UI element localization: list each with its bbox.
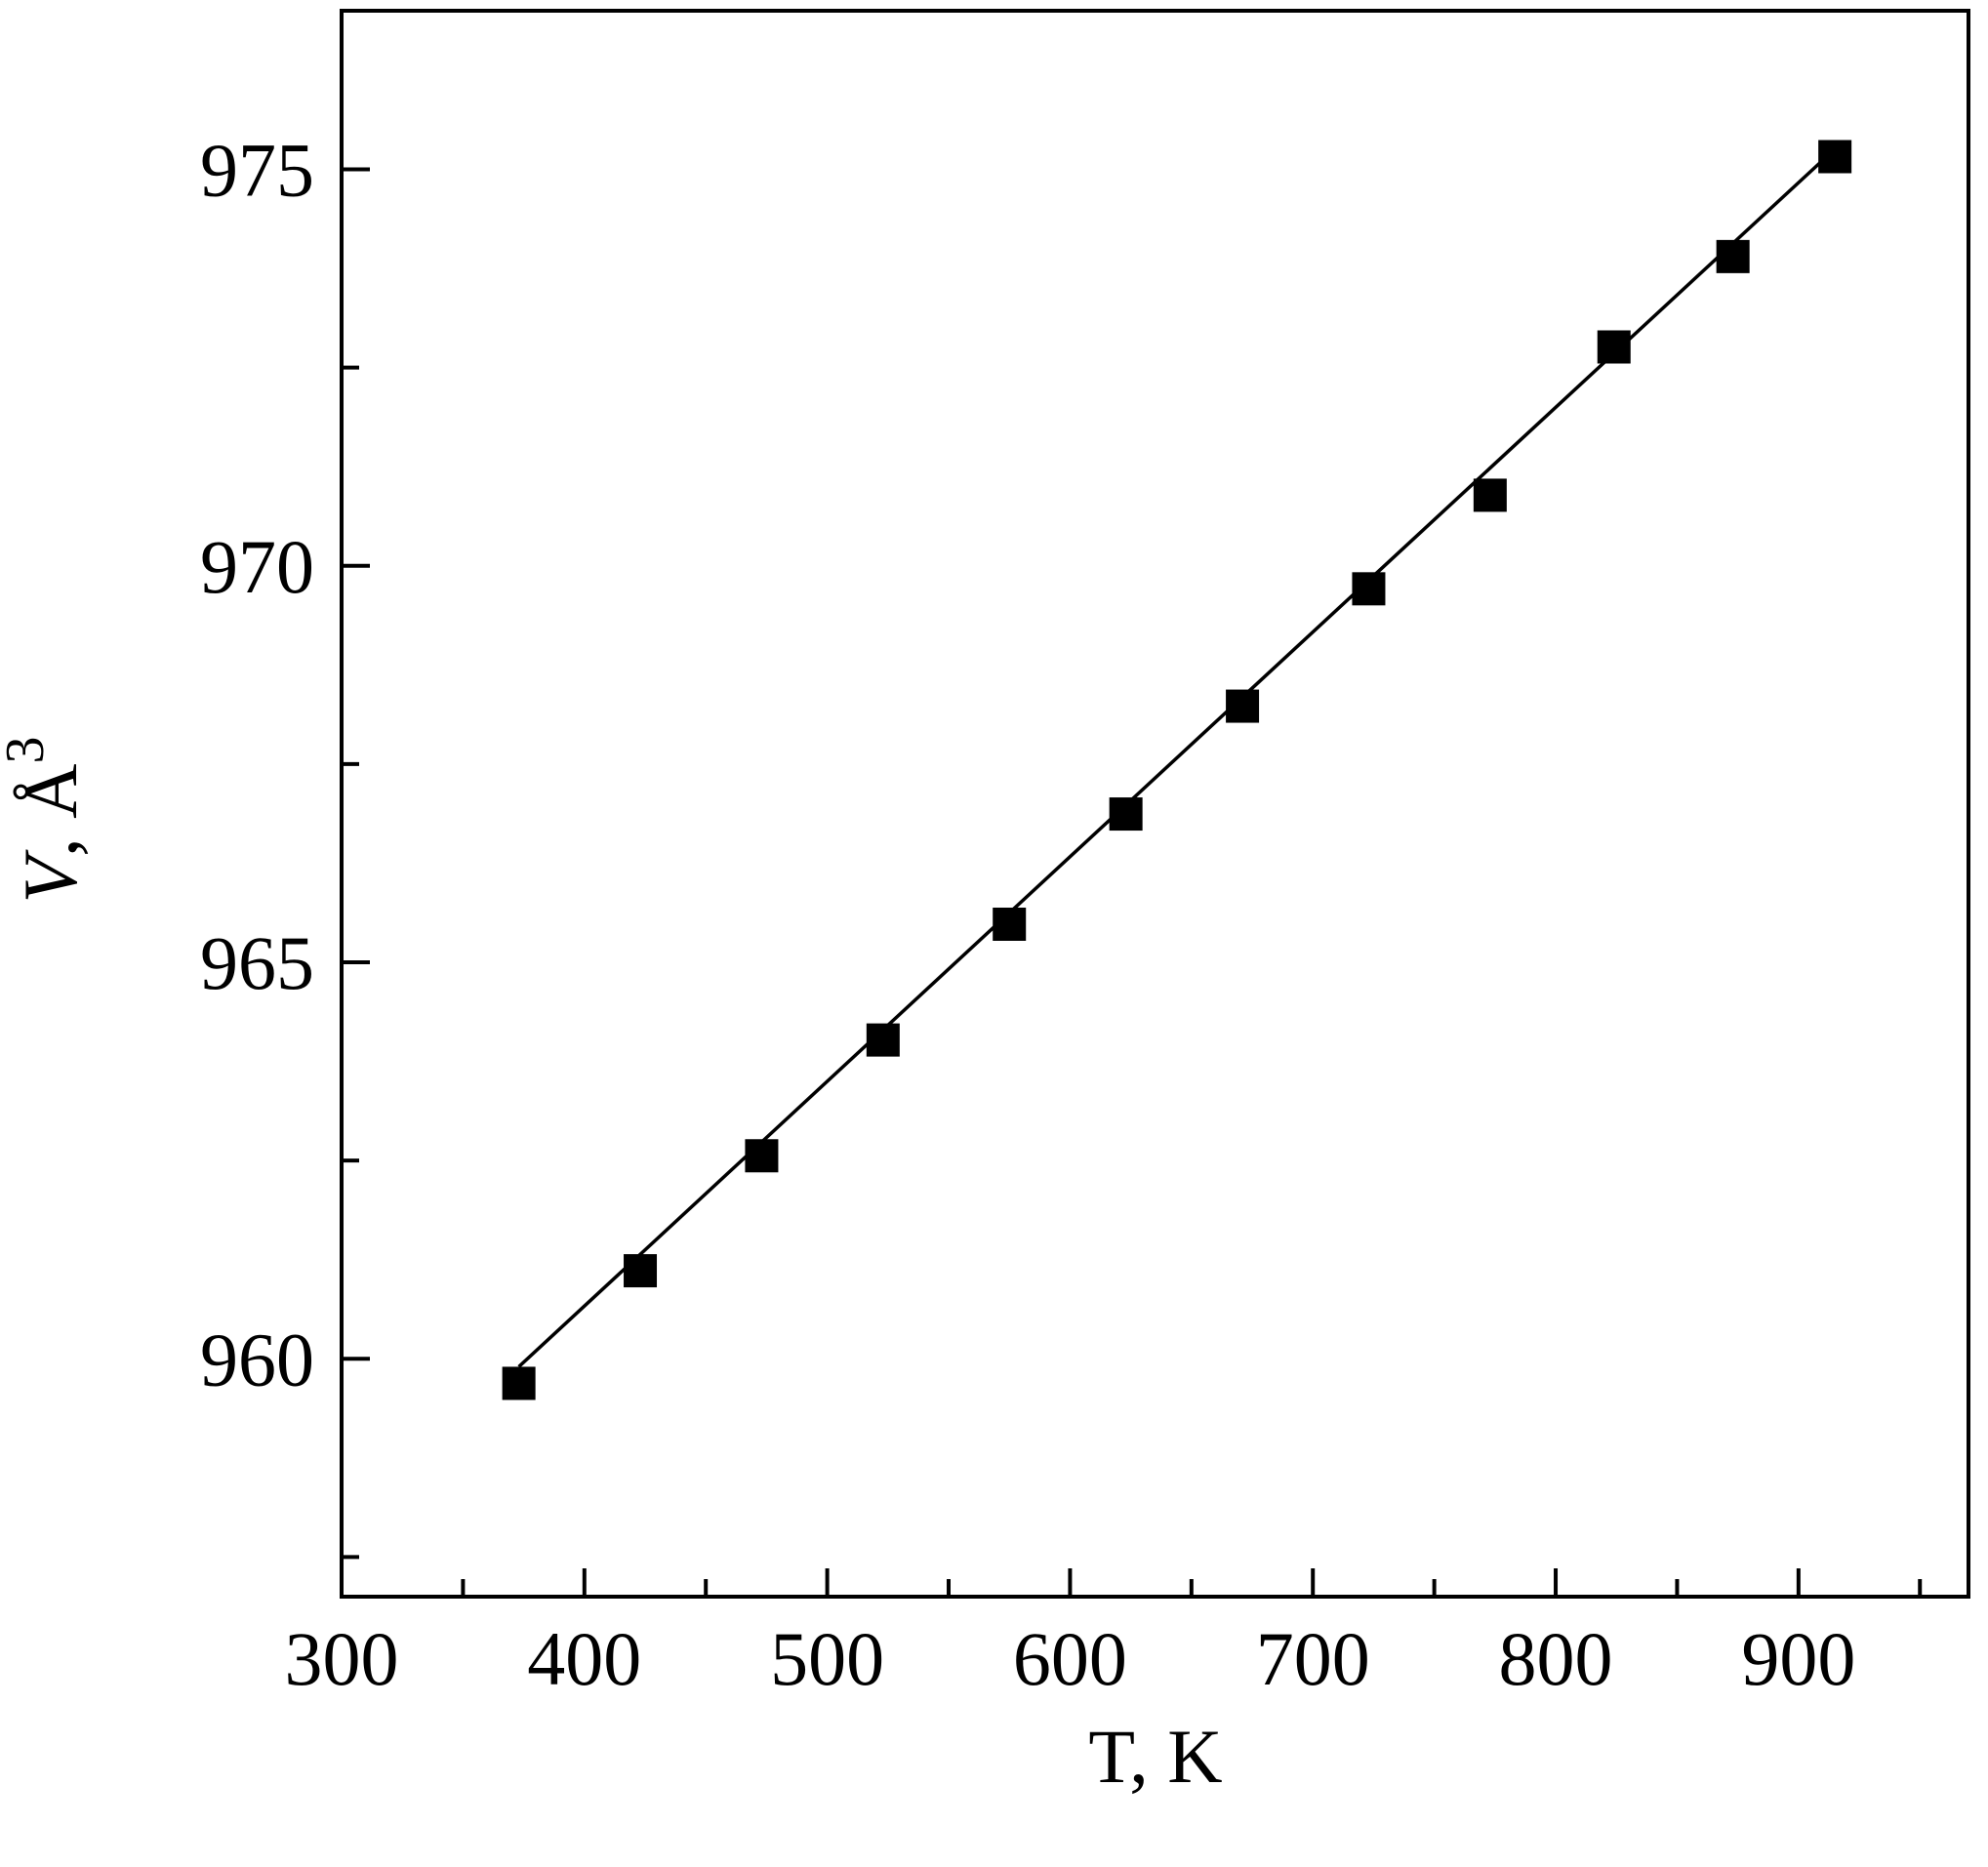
- y-tick-label: 970: [200, 524, 314, 609]
- x-tick-label: 500: [770, 1616, 884, 1701]
- plot-frame: [340, 9, 1970, 1599]
- data-point: [502, 1366, 536, 1400]
- x-tick-label: 300: [285, 1616, 399, 1701]
- data-point: [745, 1139, 779, 1173]
- data-point: [993, 908, 1027, 941]
- x-tick-label: 700: [1256, 1616, 1370, 1701]
- data-point: [1597, 330, 1631, 364]
- y-label-symbol: V: [8, 849, 93, 904]
- y-tick-label: 975: [200, 128, 314, 213]
- y-tick-label: 965: [200, 920, 314, 1005]
- x-axis-label: T, K: [1088, 1714, 1222, 1799]
- data-point: [1226, 689, 1260, 723]
- y-label-unit: , Å: [8, 764, 93, 857]
- x-tick-label: 900: [1741, 1616, 1855, 1701]
- x-tick-label: 400: [527, 1616, 641, 1701]
- y-tick-label: 960: [200, 1317, 314, 1401]
- data-point: [1473, 478, 1507, 512]
- data-point: [1818, 140, 1852, 174]
- data-point: [624, 1254, 658, 1288]
- data-point: [1716, 239, 1750, 273]
- y-axis-label: V, Å3: [0, 737, 93, 904]
- data-point: [866, 1023, 900, 1057]
- x-tick-label: 600: [1013, 1616, 1127, 1701]
- data-point: [1109, 797, 1143, 832]
- y-label-exponent: 3: [0, 737, 56, 764]
- data-point: [1352, 572, 1386, 606]
- x-tick-label: 800: [1499, 1616, 1613, 1701]
- fit-line: [517, 151, 1832, 1368]
